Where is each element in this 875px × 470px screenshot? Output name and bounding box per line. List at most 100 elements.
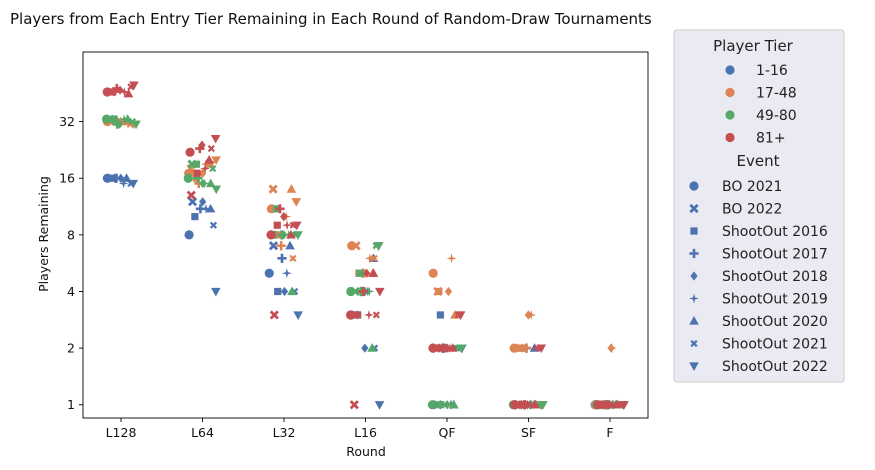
- x-tick-label: L32: [273, 425, 296, 440]
- legend-marker-shootout-2018: [690, 271, 698, 281]
- legend-marker-bo-2021: [689, 181, 699, 191]
- legend-marker-shootout-2019: [689, 293, 699, 304]
- x-tick-label: L16: [354, 425, 377, 440]
- point-17-48-shootout-2019-f: [606, 343, 617, 354]
- point-81-shootout-2021-l16: [372, 311, 380, 319]
- y-tick-label: 4: [67, 284, 75, 299]
- legend-marker-shootout-2022: [689, 362, 699, 371]
- point-17-48-bo-2022-l16: [351, 241, 361, 251]
- point-81-shootout-2022-l64: [210, 134, 221, 144]
- point-81-shootout-2019-l64: [200, 163, 211, 174]
- point-81-bo-2021-l32: [266, 230, 276, 240]
- chart-title: Players from Each Entry Tier Remaining i…: [10, 10, 652, 28]
- point-81-shootout-2021-l64: [207, 144, 215, 153]
- point-1-16-shootout-2016-l64: [191, 213, 199, 221]
- y-axis-label: Players Remaining: [36, 176, 51, 292]
- legend-marker-shootout-2020: [689, 316, 699, 325]
- point-1-16-shootout-2022-l32: [293, 311, 303, 320]
- x-tick-label: L64: [191, 425, 214, 440]
- y-tick-label: 8: [67, 227, 75, 242]
- y-tick-label: 32: [59, 114, 75, 129]
- point-81-shootout-2020-l64: [204, 154, 214, 164]
- point-1-16-shootout-2022-l128: [128, 179, 139, 189]
- point-81-shootout-2022-l128: [129, 81, 139, 91]
- legend-swatch-81: [725, 132, 735, 143]
- x-axis-label: Round: [346, 444, 386, 459]
- point-49-80-bo-2021-qf: [427, 400, 437, 410]
- point-1-16-shootout-2022-l16: [374, 401, 385, 410]
- point-1-16-bo-2022-l64: [187, 197, 198, 207]
- point-1-16-shootout-2019-l128: [118, 178, 129, 189]
- legend-label-shootout-2021: ShootOut 2021: [722, 337, 828, 353]
- point-49-80-shootout-2016-l64: [192, 160, 201, 168]
- point-81-bo-2022-l32: [269, 310, 279, 320]
- x-tick-label: F: [606, 425, 613, 440]
- legend-label-17-48: 17-48: [756, 86, 797, 102]
- point-81-bo-2022-l16: [349, 400, 359, 410]
- point-49-80-shootout-2020-l16: [367, 343, 377, 352]
- x-tick-label: SF: [521, 425, 536, 440]
- point-49-80-shootout-2020-qf: [448, 399, 459, 409]
- point-17-48-shootout-2021-l16: [370, 254, 378, 262]
- point-17-48-shootout-2019-l16: [364, 253, 375, 264]
- point-17-48-shootout-2022-l32: [291, 198, 302, 207]
- legend-label-shootout-2018: ShootOut 2018: [722, 269, 828, 285]
- legend-swatch-17-48: [725, 87, 735, 98]
- point-49-80-shootout-2016-l16: [356, 269, 364, 277]
- plot-area: [101, 81, 629, 410]
- point-49-80-shootout-2018-l128: [115, 119, 124, 129]
- point-49-80-shootout-2022-l16: [373, 242, 384, 251]
- point-1-16-shootout-2018-l16: [361, 343, 369, 353]
- point-49-80-shootout-2019-qf: [445, 399, 456, 410]
- y-tick-label: 2: [67, 341, 75, 356]
- x-tick-label: QF: [438, 425, 455, 440]
- axes: L128 L64 L32 L16 QF SF F 1 2 4 8 16 32: [59, 51, 649, 440]
- point-1-16-shootout-2021-l64: [209, 221, 218, 229]
- legend-label-bo-2022: BO 2022: [722, 202, 782, 218]
- point-17-48-shootout-2020-l32: [286, 184, 297, 193]
- legend-title-tier: Player Tier: [713, 37, 794, 55]
- legend-marker-bo-2022: [689, 203, 699, 214]
- point-81-shootout-2016-l32: [273, 221, 281, 229]
- legend-label-1-16: 1-16: [756, 63, 788, 79]
- legend-label-shootout-2019: ShootOut 2019: [722, 292, 828, 308]
- point-49-80-shootout-2019-l16: [364, 286, 375, 297]
- point-49-80-shootout-2022-l128: [131, 120, 141, 130]
- y-tick-label: 1: [67, 397, 75, 412]
- legend-swatch-49-80: [725, 110, 735, 120]
- point-49-80-shootout-2020-l64: [205, 178, 216, 188]
- point-49-80-shootout-2016-qf: [437, 401, 445, 409]
- point-1-16-shootout-2019-l32: [281, 268, 292, 279]
- legend-label-49-80: 49-80: [756, 108, 797, 124]
- point-81-shootout-2022-l32: [291, 221, 302, 231]
- point-1-16-bo-2021-l64: [184, 230, 194, 240]
- point-17-48-shootout-2021-l32: [289, 254, 297, 262]
- point-81-bo-2021-l16: [345, 310, 356, 320]
- legend-label-81: 81+: [756, 131, 786, 147]
- point-1-16-bo-2022-l32: [268, 241, 279, 251]
- legend-title-event: Event: [737, 152, 780, 170]
- legend-swatch-1-16: [725, 65, 735, 75]
- point-81-shootout-2018-l32: [280, 212, 288, 222]
- point-81-bo-2022-l64: [186, 190, 196, 200]
- point-81-shootout-2018-l16: [363, 268, 371, 278]
- legend-marker-shootout-2017: [689, 248, 699, 259]
- point-81-shootout-2020-qf: [447, 343, 458, 352]
- x-tick-label: L128: [106, 425, 137, 440]
- point-81-bo-2021-l64: [185, 147, 195, 157]
- point-49-80-shootout-2016-l128: [110, 115, 118, 123]
- y-tick-label: 16: [59, 171, 75, 186]
- point-81-shootout-2022-l16: [374, 287, 385, 297]
- point-81-shootout-2022-qf: [455, 311, 466, 320]
- point-81-shootout-2022-sf: [536, 344, 547, 354]
- point-81-shootout-2022-f: [619, 401, 629, 410]
- point-81-shootout-2020-l16: [368, 268, 379, 277]
- point-49-80-shootout-2022-l32: [293, 231, 303, 240]
- point-17-48-shootout-2017-l32: [276, 241, 286, 251]
- point-1-16-shootout-2022-l64: [211, 287, 221, 297]
- point-81-shootout-2018-l64: [198, 140, 206, 150]
- point-1-16-shootout-2020-l32: [285, 240, 295, 250]
- point-81-shootout-2020-sf: [530, 399, 540, 409]
- legend-label-shootout-2020: ShootOut 2020: [722, 314, 828, 330]
- point-81-shootout-2016-l16: [353, 311, 361, 319]
